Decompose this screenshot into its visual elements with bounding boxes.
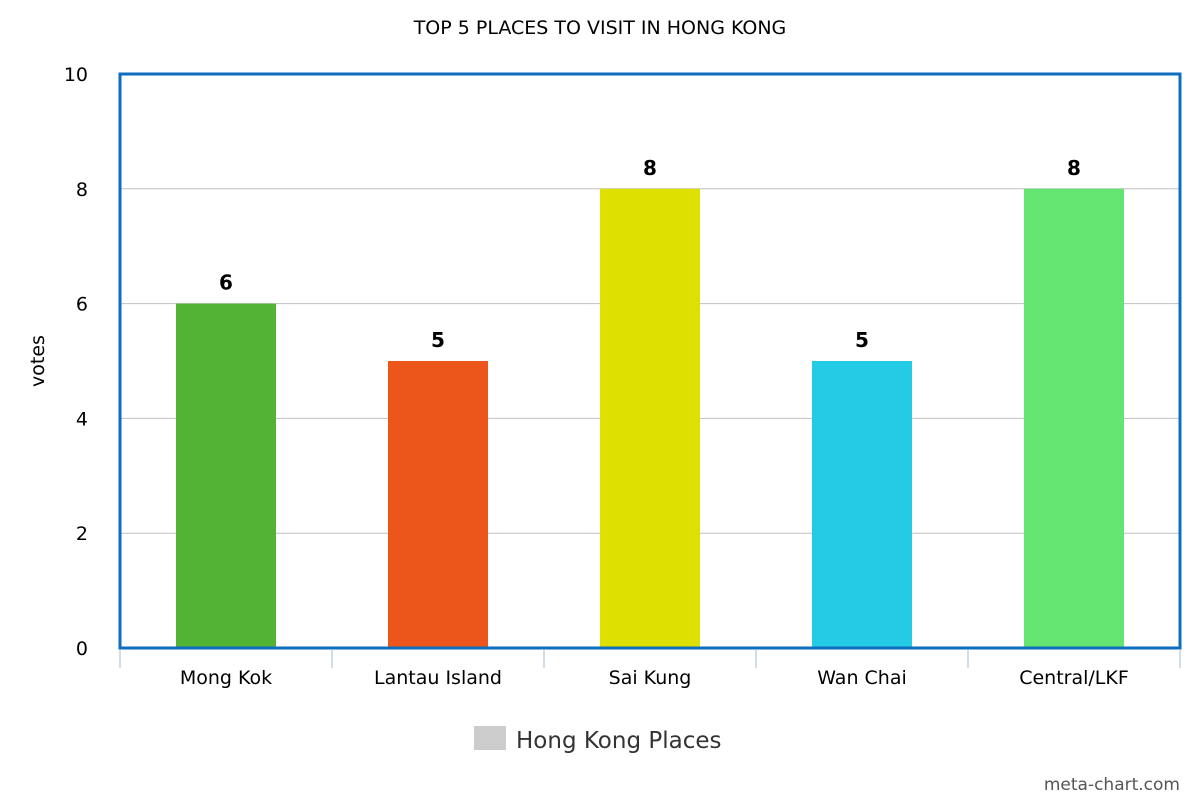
data-label: 6 [219,271,233,295]
y-axis-ticks: 0 2 4 6 8 10 [64,64,88,660]
bar [600,188,700,649]
y-axis-label: votes [27,335,49,387]
legend-swatch[interactable] [474,726,506,750]
x-tick-label: Sai Kung [609,667,692,689]
credit-link[interactable]: meta-chart.com [1044,775,1180,795]
y-tick-label: 8 [76,179,88,201]
bar [176,303,276,648]
bars [176,188,1124,649]
plot-border [118,72,1182,650]
y-tick-label: 4 [76,408,88,430]
x-axis: Mong Kok Lantau Island Sai Kung Wan Chai Cen… [119,650,1181,689]
data-label: 8 [643,156,657,180]
bar [388,361,488,648]
chart-title: TOP 5 PLACES TO VISIT IN HONG KONG [413,17,787,39]
data-label: 5 [431,328,445,352]
x-tick-label: Lantau Island [374,667,502,689]
legend-label[interactable]: Hong Kong Places [516,728,721,754]
bar [812,361,912,648]
y-tick-label: 2 [76,523,88,545]
data-label: 8 [1067,156,1081,180]
data-label: 5 [855,328,869,352]
data-labels: 6 5 8 5 8 [219,156,1081,352]
legend[interactable]: Hong Kong Places [474,726,721,754]
x-tick-label: Mong Kok [180,667,272,689]
y-tick-label: 10 [64,64,88,86]
x-tick-label: Central/LKF [1019,667,1129,689]
y-tick-label: 0 [76,638,88,660]
bar [1024,188,1124,649]
x-tick-label: Wan Chai [817,667,907,689]
y-tick-label: 6 [76,294,88,316]
